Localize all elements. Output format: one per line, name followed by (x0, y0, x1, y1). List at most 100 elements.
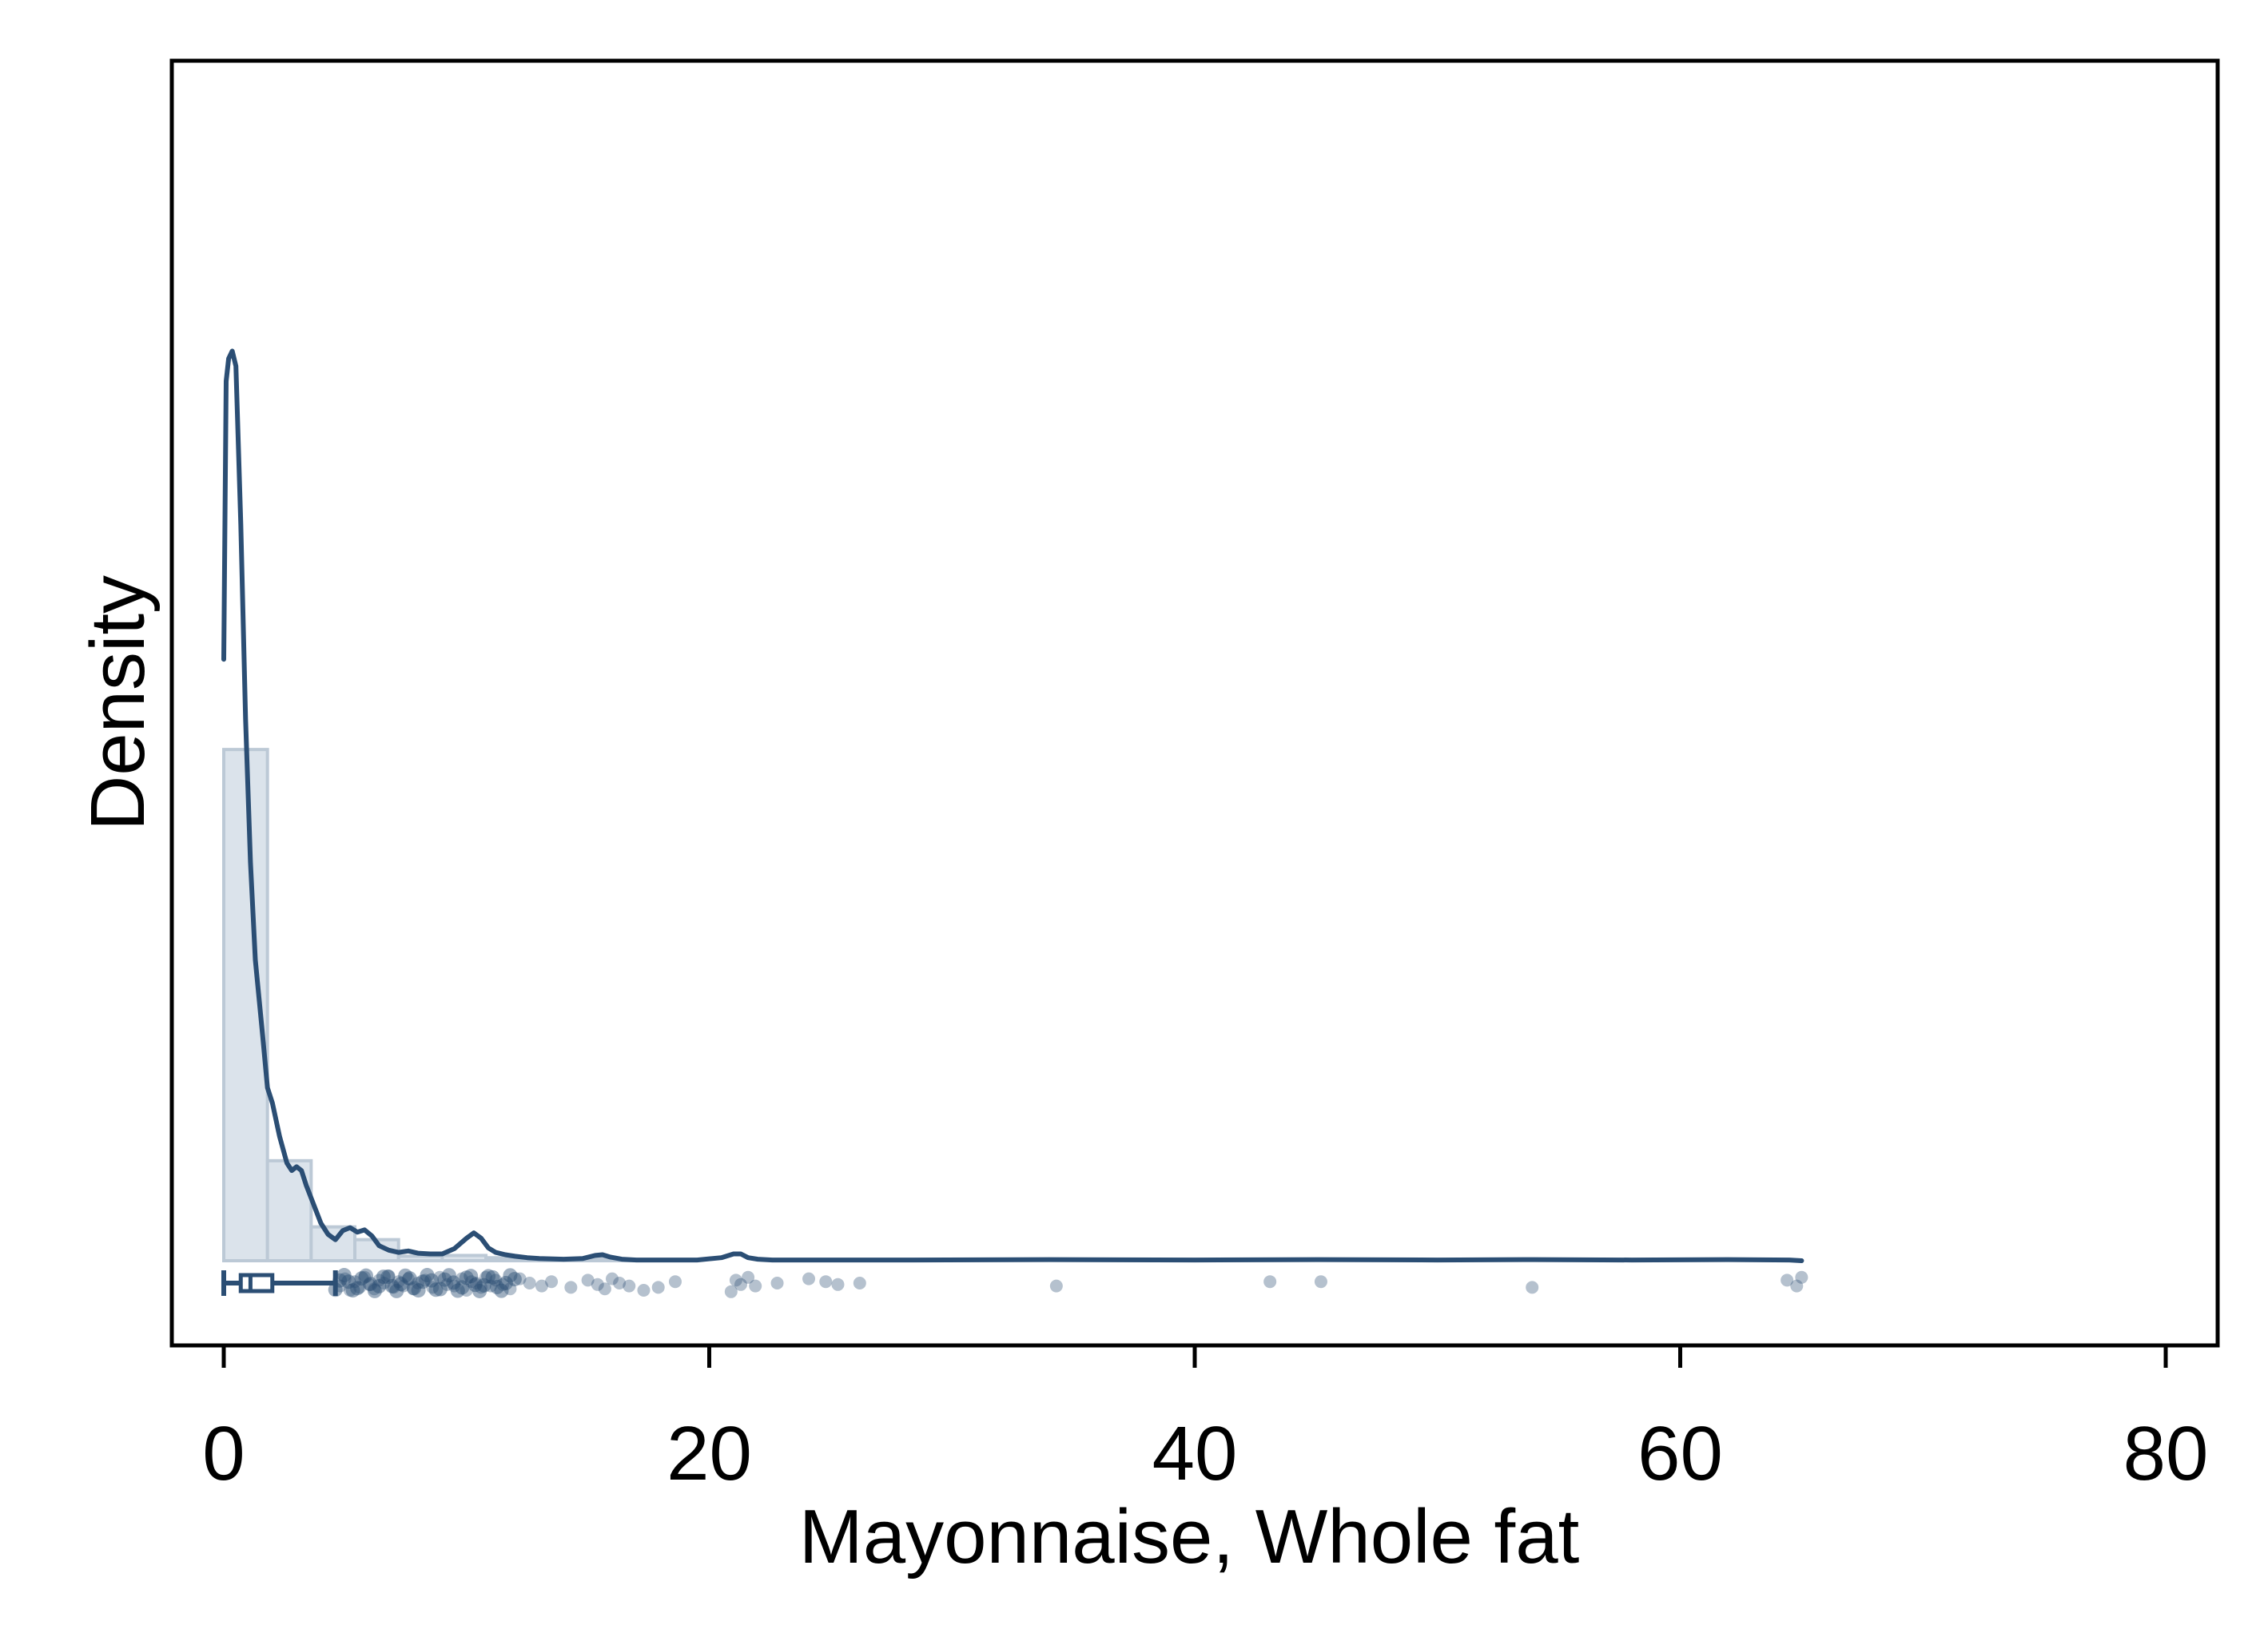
data-point (853, 1277, 866, 1289)
data-point (416, 1274, 431, 1289)
data-point (1526, 1281, 1539, 1294)
x-tick-label: 80 (2123, 1411, 2209, 1496)
data-point (485, 1270, 500, 1285)
data-point (406, 1282, 420, 1296)
data-point (384, 1278, 400, 1293)
data-point (459, 1270, 474, 1285)
data-point (729, 1274, 742, 1287)
data-point (489, 1274, 503, 1287)
data-point (368, 1282, 381, 1296)
data-point (468, 1277, 483, 1293)
data-point (432, 1281, 448, 1297)
data-point (350, 1281, 365, 1296)
data-point (831, 1277, 845, 1291)
x-axis-ticks: 0 20 40 60 80 (202, 1345, 2208, 1496)
data-point (498, 1275, 513, 1290)
kde-line (221, 348, 1804, 1263)
x-tick-label: 20 (666, 1411, 752, 1496)
data-point (1781, 1274, 1794, 1287)
data-point (448, 1279, 461, 1293)
data-point (455, 1280, 470, 1295)
data-point (396, 1279, 410, 1293)
data-point (535, 1279, 548, 1293)
data-point (367, 1283, 382, 1298)
data-point (363, 1277, 378, 1292)
data-point (455, 1272, 468, 1285)
data-point (392, 1275, 405, 1289)
data-point (651, 1281, 665, 1294)
data-point (479, 1270, 493, 1284)
data-point (372, 1274, 386, 1287)
data-point (402, 1271, 417, 1286)
x-tick-label: 0 (202, 1411, 245, 1496)
data-point (598, 1282, 611, 1296)
data-point (437, 1272, 452, 1287)
x-tick-label: 60 (1637, 1411, 1723, 1496)
data-point (363, 1277, 376, 1291)
data-point (372, 1278, 387, 1293)
data-point (398, 1268, 413, 1283)
data-point (345, 1283, 360, 1298)
histogram-bar (309, 1225, 357, 1263)
data-point (401, 1272, 415, 1285)
data-point (376, 1270, 391, 1285)
data-point (450, 1283, 465, 1298)
data-point (513, 1272, 527, 1285)
data-point (440, 1277, 454, 1291)
data-point (606, 1272, 619, 1285)
data-point (336, 1268, 352, 1283)
data-point (348, 1275, 362, 1289)
data-point (523, 1277, 536, 1289)
data-point (469, 1277, 483, 1289)
observation-points (328, 1268, 1808, 1298)
data-point (464, 1275, 478, 1289)
x-axis-title: Mayonnaise, Whole fat (799, 1494, 1580, 1579)
data-point (377, 1277, 391, 1289)
data-point (507, 1272, 522, 1287)
data-point (460, 1284, 473, 1297)
data-point (591, 1277, 604, 1291)
data-point (358, 1268, 373, 1283)
data-point (358, 1270, 372, 1284)
data-point (428, 1282, 444, 1297)
data-point (490, 1279, 505, 1294)
data-point (819, 1275, 833, 1289)
data-point (503, 1268, 518, 1283)
data-point (476, 1277, 491, 1293)
data-point (496, 1277, 510, 1291)
data-point (354, 1271, 369, 1286)
x-tick-label: 40 (1152, 1411, 1238, 1496)
data-point (613, 1277, 627, 1289)
data-point (393, 1277, 408, 1292)
data-point (1795, 1270, 1808, 1284)
data-point (433, 1270, 447, 1284)
data-point (446, 1275, 461, 1290)
data-point (724, 1285, 738, 1298)
data-point (412, 1277, 424, 1289)
histogram-bar (396, 1254, 444, 1263)
data-point (1314, 1275, 1327, 1289)
data-point (1790, 1279, 1804, 1293)
data-point (343, 1284, 356, 1297)
data-point (668, 1275, 682, 1289)
data-point (441, 1268, 456, 1283)
boxplot (221, 1270, 338, 1296)
data-point (380, 1270, 396, 1285)
data-point (637, 1284, 651, 1297)
data-point (1263, 1275, 1277, 1289)
data-point (1049, 1279, 1063, 1293)
kde-curve-layer (221, 348, 1804, 1263)
data-point (411, 1283, 426, 1298)
data-point (419, 1274, 432, 1287)
data-point (341, 1274, 356, 1289)
data-point (503, 1282, 517, 1296)
data-point (382, 1270, 396, 1282)
data-point (426, 1281, 440, 1294)
data-point (742, 1270, 755, 1284)
data-point (481, 1269, 496, 1284)
data-point (494, 1283, 509, 1298)
data-point (474, 1281, 487, 1294)
box-iqr (238, 1273, 275, 1293)
